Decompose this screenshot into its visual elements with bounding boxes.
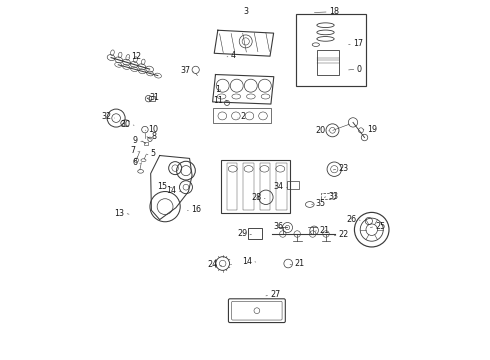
Text: 32: 32 <box>102 112 112 121</box>
Bar <box>227 163 238 210</box>
Bar <box>149 96 155 101</box>
Text: 8: 8 <box>151 132 156 141</box>
Bar <box>318 50 339 75</box>
Bar <box>288 181 299 189</box>
Text: 22: 22 <box>339 230 349 239</box>
Text: 27: 27 <box>270 290 280 300</box>
Text: 28: 28 <box>251 193 262 202</box>
Text: 14: 14 <box>167 186 176 195</box>
Text: 7: 7 <box>130 146 135 156</box>
Text: 29: 29 <box>237 229 247 238</box>
Text: 16: 16 <box>191 205 201 214</box>
Bar <box>243 163 254 210</box>
Text: 35: 35 <box>316 199 326 208</box>
Text: 5: 5 <box>151 149 156 158</box>
Bar <box>276 163 287 210</box>
Bar <box>296 14 366 86</box>
Text: 31: 31 <box>149 93 160 102</box>
Text: 9: 9 <box>133 136 138 145</box>
Text: 23: 23 <box>339 164 349 174</box>
Text: 0: 0 <box>357 65 362 74</box>
Text: 26: 26 <box>346 215 357 224</box>
Bar <box>321 193 335 199</box>
Bar <box>213 108 271 123</box>
Text: 4: 4 <box>231 51 236 60</box>
Text: 10: 10 <box>148 125 159 134</box>
Text: 25: 25 <box>375 222 386 231</box>
Text: 37: 37 <box>181 66 191 75</box>
Text: 6: 6 <box>132 158 137 167</box>
Text: 2: 2 <box>241 112 246 121</box>
Text: 1: 1 <box>215 85 220 94</box>
Text: 34: 34 <box>274 182 284 192</box>
Bar <box>221 160 291 213</box>
Text: 15: 15 <box>157 182 168 192</box>
Text: 36: 36 <box>274 222 284 231</box>
Text: 17: 17 <box>353 40 363 49</box>
Bar <box>248 228 262 239</box>
Bar <box>260 163 270 210</box>
Text: 18: 18 <box>329 7 339 16</box>
Text: 13: 13 <box>114 209 124 217</box>
Text: 30: 30 <box>121 120 130 129</box>
Bar <box>144 142 148 145</box>
Text: 14: 14 <box>242 256 252 265</box>
Text: 20: 20 <box>316 126 326 135</box>
Text: 33: 33 <box>328 192 339 201</box>
Text: 12: 12 <box>131 52 141 61</box>
Text: 21: 21 <box>319 225 329 235</box>
Text: 21: 21 <box>294 259 304 268</box>
Text: 19: 19 <box>367 125 377 134</box>
Text: 3: 3 <box>244 7 249 16</box>
Text: 11: 11 <box>214 95 223 104</box>
Text: 24: 24 <box>207 260 217 269</box>
